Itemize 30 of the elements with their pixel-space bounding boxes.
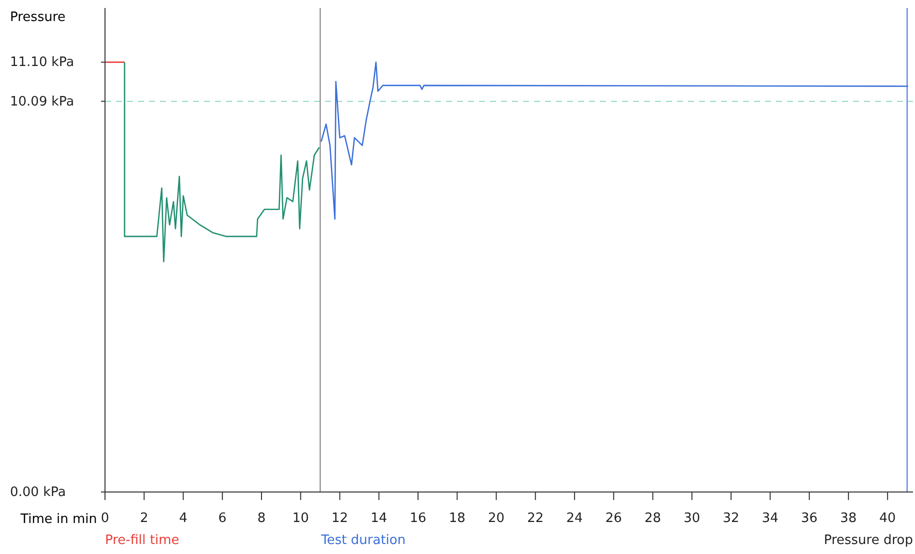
x-tick-label: 40 bbox=[879, 511, 896, 526]
x-tick-label: 16 bbox=[410, 511, 426, 526]
text: Pre-fill time bbox=[105, 533, 180, 548]
x-tick-label: 6 bbox=[218, 511, 227, 526]
x-tick-label: 28 bbox=[644, 511, 662, 526]
x-tick-label: 30 bbox=[684, 511, 700, 526]
x-axis-title: Time in min bbox=[20, 512, 97, 527]
x-tick-label: 18 bbox=[448, 511, 466, 526]
x-tick-label: 36 bbox=[801, 511, 818, 526]
x-tick-label: 12 bbox=[331, 511, 348, 526]
x-tick-label: 22 bbox=[527, 511, 544, 526]
x-tick-label: 32 bbox=[722, 511, 740, 526]
text: Test duration bbox=[321, 533, 406, 548]
x-tick-label: 14 bbox=[370, 511, 388, 526]
y-tick-label: 11.10 kPa bbox=[10, 55, 74, 70]
y-tick-label: 0.00 kPa bbox=[10, 485, 66, 500]
x-tick-label: 8 bbox=[257, 511, 266, 526]
x-tick-label: 34 bbox=[762, 511, 778, 526]
x-tick-label: 26 bbox=[605, 511, 622, 526]
text: Pressure drop bbox=[824, 533, 913, 548]
x-tick-label: 4 bbox=[179, 511, 188, 526]
x-tick-label: 20 bbox=[488, 511, 505, 526]
x-tick-label: 0 bbox=[100, 511, 110, 526]
line-series bbox=[124, 62, 320, 262]
x-tick-label: 38 bbox=[840, 511, 857, 526]
x-tick-label: 10 bbox=[292, 511, 309, 526]
y-axis-title: Pressure bbox=[10, 10, 66, 25]
x-tick-label: 24 bbox=[566, 511, 583, 526]
x-tick-label: 2 bbox=[140, 511, 148, 526]
y-tick-label: 10.09 kPa bbox=[10, 94, 74, 110]
